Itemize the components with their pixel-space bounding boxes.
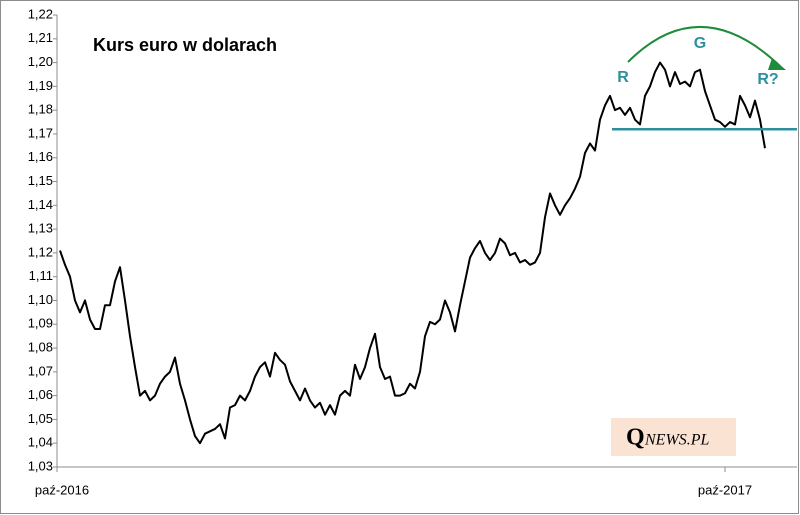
- y-tick-label: 1,20: [28, 54, 53, 69]
- arrow-head: [768, 58, 786, 70]
- logo-initial: Q: [626, 425, 645, 451]
- series-line: [59, 61, 766, 445]
- y-tick-label: 1,04: [28, 435, 53, 450]
- y-tick-label: 1,03: [28, 458, 53, 473]
- y-tick-label: 1,12: [28, 244, 53, 259]
- x-tick-label: paź-2016: [35, 482, 89, 497]
- y-tick-label: 1,17: [28, 125, 53, 140]
- y-tick-label: 1,06: [28, 387, 53, 402]
- y-tick-label: 1,09: [28, 316, 53, 331]
- x-tick-label: paź-2017: [698, 482, 752, 497]
- y-tick-label: 1,05: [28, 411, 53, 426]
- arrow: [627, 26, 781, 67]
- logo-box: [611, 418, 736, 456]
- logo-text: NEWS.PL: [644, 432, 710, 449]
- annotation: G: [694, 35, 706, 52]
- y-tick-label: 1,07: [28, 363, 53, 378]
- y-tick-label: 1,13: [28, 221, 53, 236]
- y-tick-label: 1,18: [28, 102, 53, 117]
- chart-title: Kurs euro w dolarach: [93, 35, 277, 55]
- y-tick-label: 1,10: [28, 292, 53, 307]
- y-tick-label: 1,19: [28, 78, 53, 93]
- y-tick-label: 1,21: [28, 30, 53, 45]
- y-tick-label: 1,16: [28, 149, 53, 164]
- y-tick-label: 1,22: [28, 6, 53, 21]
- y-tick-label: 1,15: [28, 173, 53, 188]
- y-tick-label: 1,14: [28, 197, 53, 212]
- annotation: R?: [757, 71, 778, 88]
- y-tick-label: 1,11: [29, 268, 53, 283]
- annotation: R: [617, 69, 629, 86]
- y-tick-label: 1,08: [28, 339, 53, 354]
